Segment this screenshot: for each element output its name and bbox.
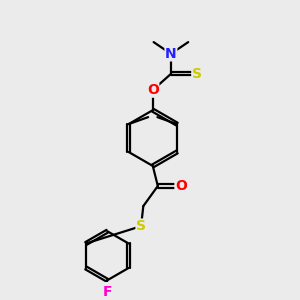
Text: S: S	[136, 219, 146, 233]
Text: O: O	[175, 179, 187, 193]
Text: O: O	[147, 83, 159, 97]
Text: N: N	[165, 47, 177, 61]
Text: F: F	[103, 285, 112, 299]
Text: S: S	[192, 67, 202, 81]
